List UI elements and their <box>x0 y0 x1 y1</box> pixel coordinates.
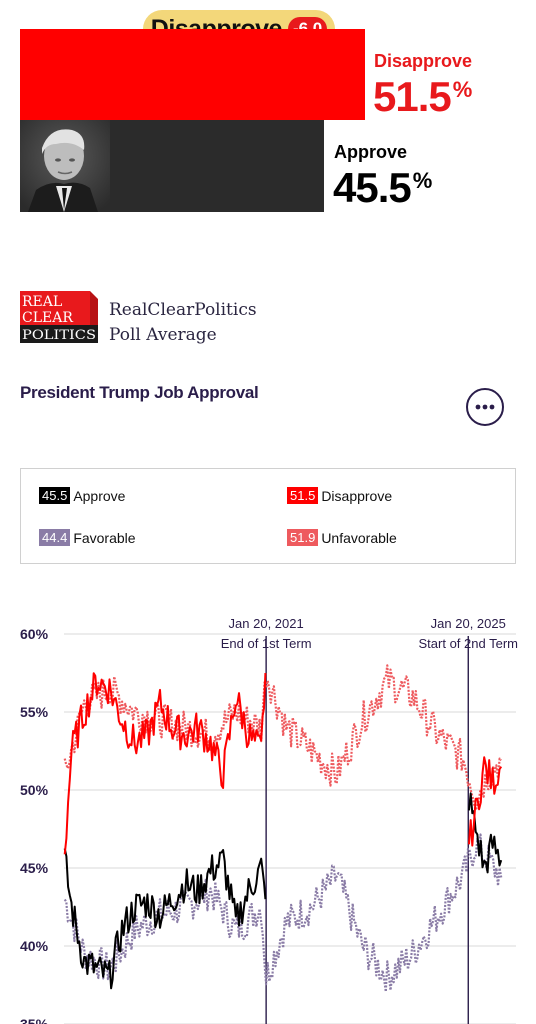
logo-line-1: REAL <box>22 294 62 310</box>
term-marker-caption: End of 1st Term <box>221 636 312 651</box>
more-dots-icon <box>475 404 495 410</box>
series-line-favorable <box>63 833 503 993</box>
disapprove-number: 51.5 <box>373 73 452 120</box>
legend-value: 44.4 <box>39 529 71 546</box>
approve-bar <box>20 120 324 212</box>
series-line-disapprove <box>63 672 503 855</box>
disapprove-value: 51.5% <box>373 73 473 121</box>
y-tick-label: 50% <box>20 782 49 798</box>
logo-line-2: CLEAR <box>22 310 73 326</box>
legend-item-approve[interactable]: 45.5 Approve <box>39 487 125 504</box>
more-options-button[interactable] <box>466 388 504 426</box>
term-marker-date: Jan 20, 2021 <box>229 616 304 631</box>
term-marker-date: Jan 20, 2025 <box>431 616 506 631</box>
legend-label: Approve <box>73 487 126 504</box>
brand-name: RealClearPolitics <box>109 300 257 320</box>
legend-item-unfavorable[interactable]: 51.9 Unfavorable <box>287 529 397 546</box>
rcp-logo: REAL CLEAR POLITICS <box>20 291 98 343</box>
percent-sign: % <box>452 77 473 102</box>
y-tick-label: 45% <box>20 860 49 876</box>
legend-item-disapprove[interactable]: 51.5 Disapprove <box>287 487 392 504</box>
y-tick-label: 55% <box>20 704 49 720</box>
chart-legend: 45.5 Approve 51.5 Disapprove 44.4 Favora… <box>20 468 516 564</box>
approve-value: 45.5% <box>333 164 433 212</box>
series-line-unfavorable <box>63 664 503 811</box>
approve-number: 45.5 <box>333 164 412 211</box>
brand-subtitle: Poll Average <box>109 325 217 345</box>
legend-value: 51.5 <box>287 487 319 504</box>
legend-item-favorable[interactable]: 44.4 Favorable <box>39 529 136 546</box>
y-tick-label: 60% <box>20 626 49 642</box>
approve-label: Approve <box>334 142 408 162</box>
y-tick-label: 40% <box>20 938 49 954</box>
disapprove-bar <box>20 29 365 120</box>
y-tick-label: 35% <box>20 1016 49 1024</box>
legend-value: 51.9 <box>287 529 319 546</box>
disapprove-label: Disapprove <box>374 51 473 71</box>
term-marker-caption: Start of 2nd Term <box>419 636 518 651</box>
legend-value: 45.5 <box>39 487 71 504</box>
series-line-approve <box>63 792 503 990</box>
logo-line-3: POLITICS <box>22 328 96 343</box>
president-portrait-icon <box>20 120 110 212</box>
approval-chart: Jan 20, 2021 End of 1st Term Jan 20, 2025 S… <box>20 616 518 1024</box>
chart-title: President Trump Job Approval <box>20 383 259 402</box>
legend-label: Favorable <box>73 529 136 546</box>
percent-sign: % <box>412 168 433 193</box>
legend-label: Unfavorable <box>321 529 397 546</box>
legend-label: Disapprove <box>321 487 393 504</box>
